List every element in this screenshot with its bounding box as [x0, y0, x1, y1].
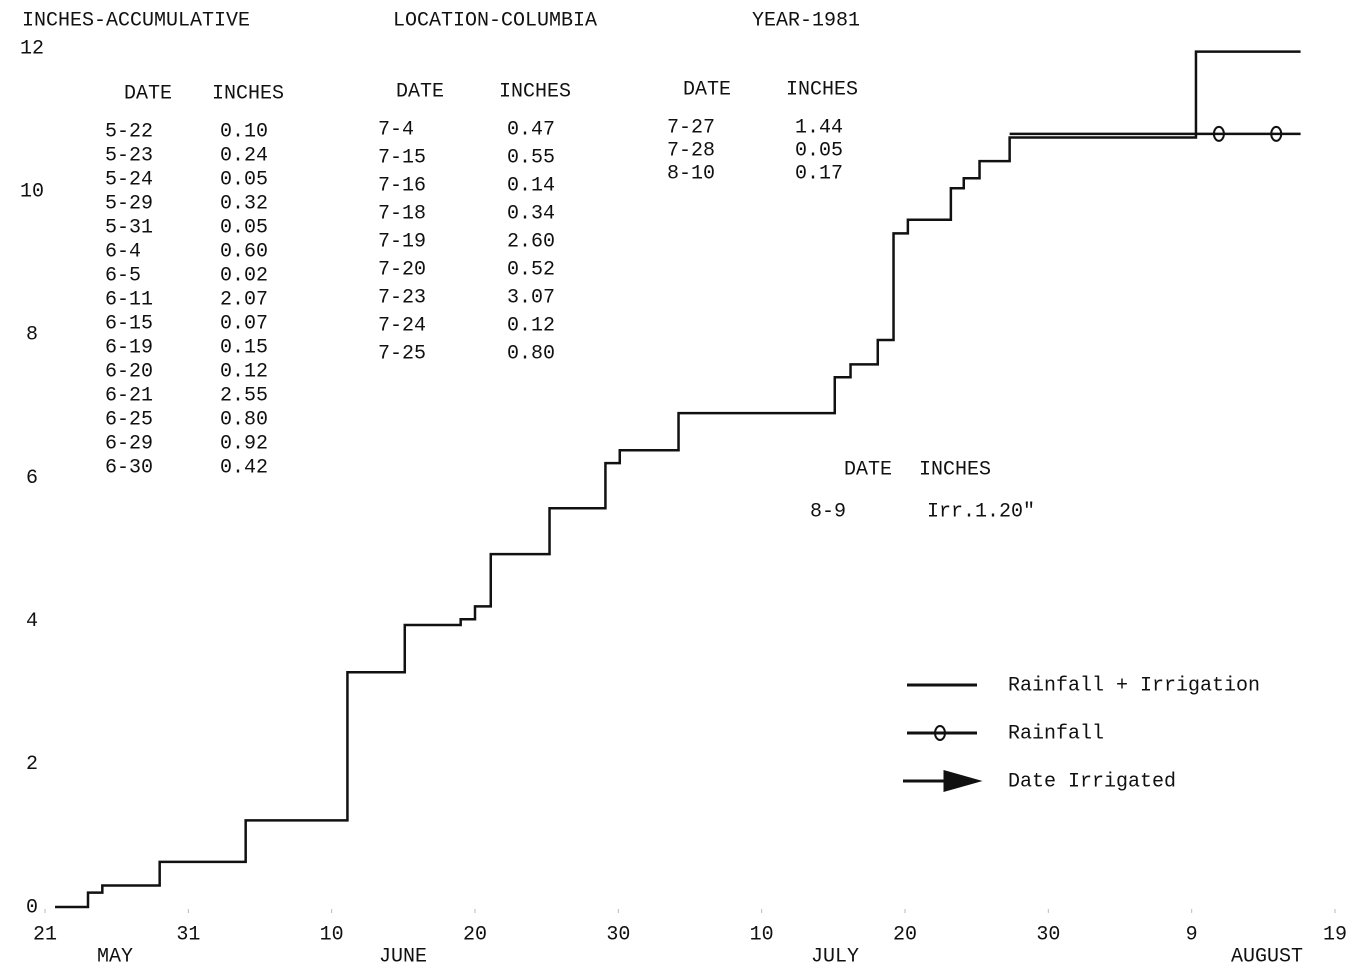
table-inches: 0.92: [220, 432, 268, 455]
legend-label: Rainfall: [1008, 722, 1104, 745]
table-inches: 0.05: [795, 139, 843, 162]
table-inches: 0.17: [795, 162, 843, 185]
table-date: 7-24: [378, 314, 426, 337]
table-date: 6-21: [105, 384, 153, 407]
y-tick-label: 6: [26, 467, 38, 490]
table-inches: 0.47: [507, 118, 555, 141]
legend-label: Rainfall + Irrigation: [1008, 674, 1260, 697]
table-inches: 0.60: [220, 240, 268, 263]
x-tick-label: 19: [1323, 923, 1347, 946]
table-date: 7-28: [667, 139, 715, 162]
table-inches: 0.24: [220, 144, 268, 167]
table-inches: 0.80: [507, 342, 555, 365]
table-inches: Irr.1.20": [927, 500, 1035, 523]
title-right: YEAR-1981: [752, 9, 860, 32]
table-inches: 0.05: [220, 168, 268, 191]
x-tick-label: 20: [893, 923, 917, 946]
title-left: INCHES-ACCUMULATIVE: [22, 9, 250, 32]
table-date: 5-24: [105, 168, 153, 191]
table-date: 5-29: [105, 192, 153, 215]
table-date: 8-10: [667, 162, 715, 185]
table-date: 7-16: [378, 174, 426, 197]
y-tick-label: 8: [26, 324, 38, 347]
table-inches: 0.55: [507, 146, 555, 169]
table-date: 7-25: [378, 342, 426, 365]
month-label: JULY: [811, 945, 859, 968]
table-inches: 0.02: [220, 264, 268, 287]
y-tick-label: 2: [26, 753, 38, 776]
table-header: DATE: [124, 82, 172, 105]
table-date: 6-15: [105, 312, 153, 335]
y-tick-label: 4: [26, 610, 38, 633]
table-date: 6-20: [105, 360, 153, 383]
table-date: 6-29: [105, 432, 153, 455]
table-inches: 0.05: [220, 216, 268, 239]
table-date: 5-23: [105, 144, 153, 167]
table-inches: 0.10: [220, 120, 268, 143]
x-tick-label: 9: [1186, 923, 1198, 946]
table-date: 7-23: [378, 286, 426, 309]
table-inches: 2.55: [220, 384, 268, 407]
x-tick-label: 21: [33, 923, 57, 946]
legend-marker: [934, 725, 946, 741]
table-date: 6-19: [105, 336, 153, 359]
legend-label: Date Irrigated: [1008, 770, 1176, 793]
x-tick-label: 20: [463, 923, 487, 946]
title-center: LOCATION-COLUMBIA: [393, 9, 597, 32]
table-date: 7-15: [378, 146, 426, 169]
table-inches: 0.52: [507, 258, 555, 281]
month-label: MAY: [97, 945, 133, 968]
table-date: 7-20: [378, 258, 426, 281]
table-date: 5-31: [105, 216, 153, 239]
table-inches: 0.12: [507, 314, 555, 337]
table-header: DATE: [844, 458, 892, 481]
y-tick-label: 0: [26, 896, 38, 919]
rainfall-marker: [1212, 125, 1225, 142]
table-inches: 2.07: [220, 288, 268, 311]
table-inches: 0.34: [507, 202, 555, 225]
table-inches: 2.60: [507, 230, 555, 253]
table-inches: 0.80: [220, 408, 268, 431]
rainfall-marker: [1270, 125, 1283, 142]
x-tick-label: 31: [176, 923, 200, 946]
table-inches: 0.12: [220, 360, 268, 383]
table-inches: 0.32: [220, 192, 268, 215]
table-inches: 0.07: [220, 312, 268, 335]
table-header: INCHES: [212, 82, 284, 105]
table-date: 6-5: [105, 264, 141, 287]
table-date: 7-19: [378, 230, 426, 253]
table-inches: 0.14: [507, 174, 555, 197]
table-date: 8-9: [810, 500, 846, 523]
table-date: 6-4: [105, 240, 141, 263]
table-inches: 0.15: [220, 336, 268, 359]
y-tick-label: 12: [20, 37, 44, 60]
legend-arrow: [903, 770, 983, 792]
table-date: 7-4: [378, 118, 414, 141]
month-label: JUNE: [379, 945, 427, 968]
table-header: DATE: [683, 78, 731, 101]
table-header: INCHES: [786, 78, 858, 101]
month-label: AUGUST: [1231, 945, 1303, 968]
table-inches: 3.07: [507, 286, 555, 309]
x-tick-label: 30: [606, 923, 630, 946]
table-inches: 0.42: [220, 456, 268, 479]
table-header: DATE: [396, 80, 444, 103]
table-date: 7-27: [667, 116, 715, 139]
x-tick-label: 10: [750, 923, 774, 946]
x-tick-label: 30: [1036, 923, 1060, 946]
step-line: [55, 50, 1301, 909]
x-tick-label: 10: [320, 923, 344, 946]
table-date: 6-11: [105, 288, 153, 311]
table-date: 6-30: [105, 456, 153, 479]
table-header: INCHES: [499, 80, 571, 103]
table-inches: 1.44: [795, 116, 843, 139]
table-header: INCHES: [919, 458, 991, 481]
table-date: 5-22: [105, 120, 153, 143]
table-date: 6-25: [105, 408, 153, 431]
y-tick-label: 10: [20, 180, 44, 203]
table-date: 7-18: [378, 202, 426, 225]
